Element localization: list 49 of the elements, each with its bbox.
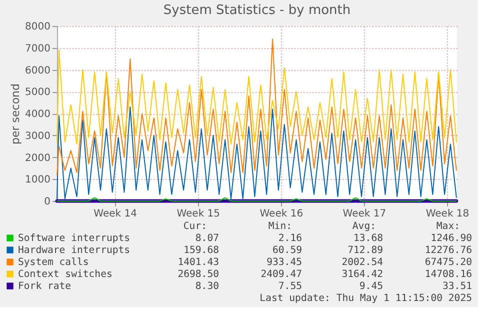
chart-title: System Statistics - by month xyxy=(163,3,351,18)
text: Cur: xyxy=(183,221,207,232)
text: 9.45 xyxy=(359,281,384,292)
text: 13.68 xyxy=(354,233,384,244)
text: 2002.54 xyxy=(342,257,384,268)
text: 933.45 xyxy=(266,257,302,268)
y-tick-label: 7000 xyxy=(25,43,50,54)
x-tick-label: Week 15 xyxy=(176,208,220,220)
y-tick-label: 4000 xyxy=(25,109,50,120)
x-tick-label: Week 17 xyxy=(342,208,386,220)
line-series xyxy=(56,50,457,145)
legend-label: Hardware interrupts xyxy=(18,245,130,256)
y-axis-title: per second xyxy=(9,84,22,144)
legend-label: Context switches xyxy=(18,269,112,280)
text: Last update: Thu May 1 11:15:00 2025 xyxy=(260,293,472,304)
x-tick-label: Week 18 xyxy=(426,208,470,220)
text: 3164.42 xyxy=(342,269,384,280)
text: 2.16 xyxy=(278,233,302,244)
text: 14708.16 xyxy=(424,269,472,280)
legend-label: Fork rate xyxy=(18,281,72,292)
line-series xyxy=(56,106,457,200)
text: 12276.76 xyxy=(424,245,472,256)
text: 8.07 xyxy=(195,233,220,244)
y-tick-label: 6000 xyxy=(25,65,50,76)
text: Max: xyxy=(436,221,460,232)
text: 7.55 xyxy=(278,281,302,292)
text: 712.89 xyxy=(348,245,384,256)
text: Avg: xyxy=(352,221,376,232)
text: 8.30 xyxy=(195,281,220,292)
y-tick-label: 2000 xyxy=(25,152,50,164)
text: 2698.50 xyxy=(178,269,220,280)
y-tick-label: 5000 xyxy=(25,87,50,98)
line-series xyxy=(56,38,457,176)
legend-label: System calls xyxy=(18,257,89,268)
text: 60.59 xyxy=(272,245,302,256)
text: 1401.43 xyxy=(178,257,220,268)
text: 2409.47 xyxy=(260,269,302,280)
x-tick-label: Week 14 xyxy=(94,208,137,220)
text: 159.68 xyxy=(184,245,220,256)
y-tick-label: 0 xyxy=(44,196,50,208)
text: 67475.20 xyxy=(424,257,472,268)
y-tick-label: 1000 xyxy=(25,174,50,186)
y-tick-label: 3000 xyxy=(25,130,50,142)
x-tick-label: Week 16 xyxy=(260,208,304,220)
text: 33.51 xyxy=(442,281,472,292)
text: 1246.90 xyxy=(430,233,472,244)
legend-label: Software interrupts xyxy=(18,233,130,244)
text: Min: xyxy=(268,221,292,232)
y-tick-label: 8000 xyxy=(25,22,50,32)
